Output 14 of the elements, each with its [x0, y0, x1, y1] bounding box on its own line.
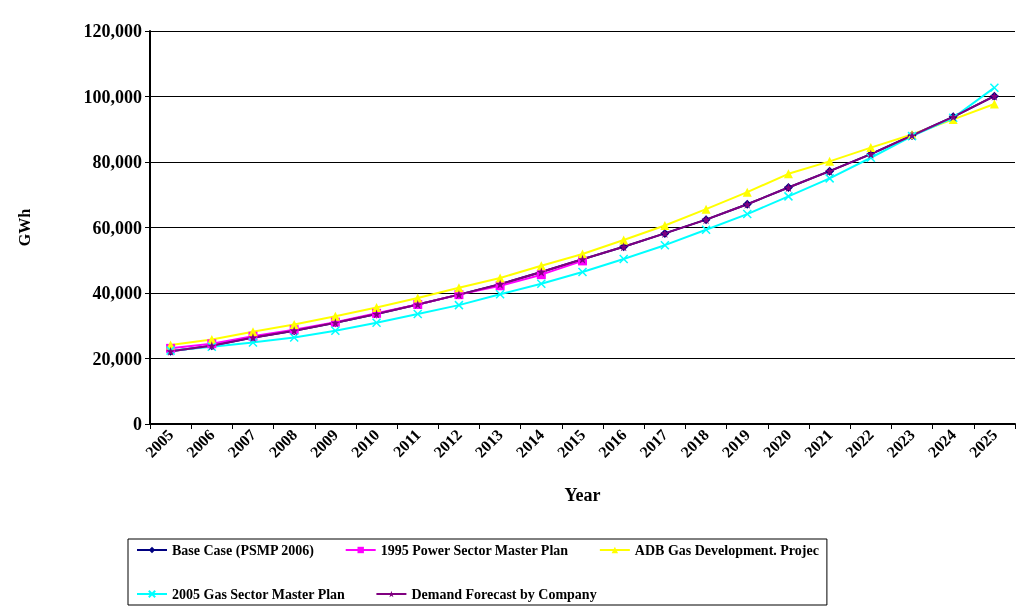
y-tick-label: 100,000 — [83, 86, 142, 107]
legend-label: 2005 Gas Sector Master Plan — [172, 586, 346, 602]
y-tick-label: 80,000 — [92, 152, 142, 172]
y-tick-label: 60,000 — [92, 217, 142, 238]
y-axis-title: GWh — [15, 208, 33, 247]
y-tick-label: 40,000 — [92, 283, 142, 303]
y-tick-label: 20,000 — [92, 348, 142, 369]
x-axis-title: Year — [564, 485, 601, 505]
legend-label: Base Case (PSMP 2006) — [172, 542, 315, 559]
y-tick-label: 120,000 — [83, 21, 142, 41]
y-tick-label: 0 — [133, 414, 142, 434]
legend-label: 1995 Power Sector Master Plan — [380, 542, 569, 558]
legend-label: ADB Gas Development. Projec — [634, 542, 819, 558]
legend-label: Demand Forecast by Company — [411, 586, 597, 602]
